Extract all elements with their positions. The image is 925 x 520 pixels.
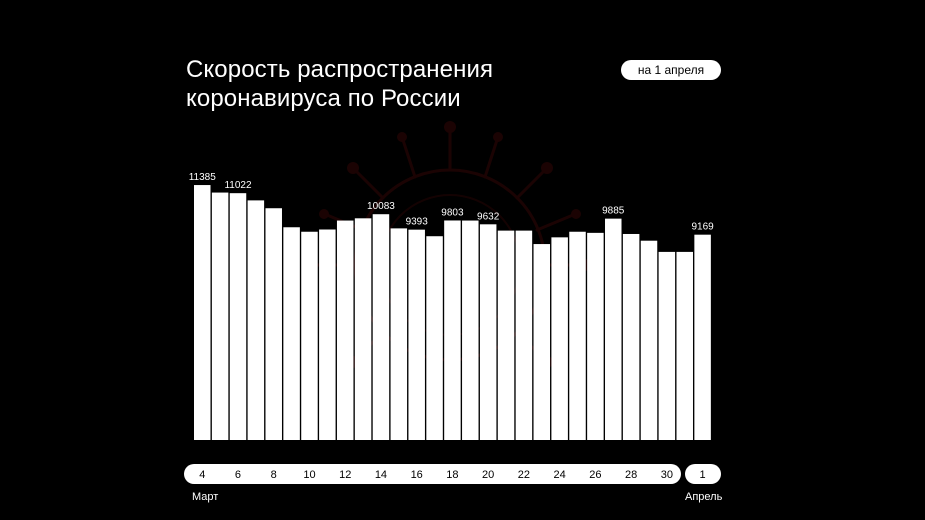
value-label-20: 9632 bbox=[477, 211, 500, 222]
bar-10 bbox=[301, 231, 318, 440]
tick-label-april-1: 1 bbox=[700, 469, 706, 481]
tick-label-march-30: 30 bbox=[661, 469, 673, 481]
bar-21 bbox=[497, 230, 515, 440]
month-label-april: Апрель bbox=[685, 491, 723, 503]
value-labels-group: 11385 11022 10083 9393 9803 9632 9885 9169 bbox=[189, 172, 714, 233]
bar-28 bbox=[622, 233, 640, 440]
bar-26 bbox=[587, 232, 604, 440]
bar-22 bbox=[515, 230, 533, 440]
tick-label-march-18: 18 bbox=[446, 469, 458, 481]
tick-labels-group: 4 6 8 10 12 14 16 18 20 22 24 26 28 30 1 bbox=[199, 469, 705, 481]
bar-15 bbox=[390, 228, 408, 440]
bar-13 bbox=[354, 218, 372, 440]
bar-19 bbox=[462, 220, 479, 440]
bar-5 bbox=[211, 192, 229, 440]
tick-label-march-12: 12 bbox=[339, 469, 351, 481]
bar-23 bbox=[533, 244, 551, 440]
tick-label-march-6: 6 bbox=[235, 469, 241, 481]
tick-label-march-20: 20 bbox=[482, 469, 494, 481]
bar-30 bbox=[658, 251, 676, 440]
bar-7 bbox=[247, 200, 265, 440]
value-label-14: 10083 bbox=[367, 201, 395, 212]
bar-14 bbox=[372, 214, 390, 440]
tick-label-march-16: 16 bbox=[411, 469, 423, 481]
bar-17 bbox=[426, 236, 443, 440]
bar-16 bbox=[408, 229, 425, 440]
tick-label-march-8: 8 bbox=[271, 469, 277, 481]
bar-8 bbox=[265, 208, 282, 440]
chart-title: Скорость распространения коронавируса по… bbox=[186, 55, 493, 113]
tick-label-march-24: 24 bbox=[554, 469, 566, 481]
value-label-1: 9169 bbox=[691, 222, 714, 233]
bar-27 bbox=[605, 218, 622, 440]
date-badge: на 1 апреля bbox=[621, 60, 721, 80]
bar-6 bbox=[229, 193, 247, 440]
bar-18 bbox=[444, 220, 461, 440]
bars-group bbox=[194, 185, 711, 440]
value-label-16: 9393 bbox=[406, 217, 429, 228]
tick-label-march-22: 22 bbox=[518, 469, 530, 481]
bar-12 bbox=[336, 220, 354, 440]
value-label-4: 11385 bbox=[189, 172, 217, 183]
bar-1 bbox=[694, 234, 711, 440]
value-label-18: 9803 bbox=[441, 207, 464, 218]
chart-title-line-2: коронавируса по России bbox=[186, 85, 461, 112]
bar-9 bbox=[283, 227, 300, 440]
bar-11 bbox=[319, 229, 336, 440]
bar-4 bbox=[194, 185, 211, 440]
bar-31 bbox=[676, 251, 693, 440]
april-axis-pill bbox=[685, 464, 721, 484]
bar-24 bbox=[551, 237, 568, 440]
march-axis-pill bbox=[184, 464, 681, 484]
bar-29 bbox=[640, 240, 658, 440]
tick-label-march-4: 4 bbox=[199, 469, 205, 481]
chart-title-line-1: Скорость распространения bbox=[186, 56, 494, 83]
value-label-27: 9885 bbox=[602, 206, 625, 217]
month-label-march: Март bbox=[192, 491, 219, 503]
tick-label-march-14: 14 bbox=[375, 469, 387, 481]
value-label-6: 11022 bbox=[224, 180, 252, 191]
bar-20 bbox=[479, 224, 497, 440]
tick-label-march-26: 26 bbox=[589, 469, 601, 481]
tick-label-march-10: 10 bbox=[303, 469, 315, 481]
tick-label-march-28: 28 bbox=[625, 469, 637, 481]
bar-25 bbox=[569, 231, 586, 440]
